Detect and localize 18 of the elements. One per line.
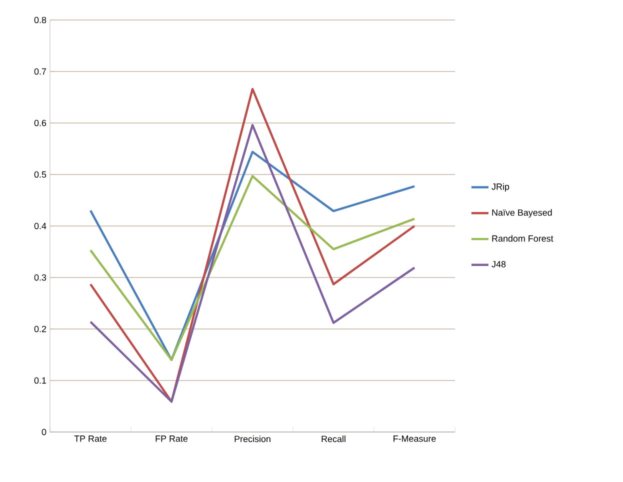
y-tick-label: 0.4	[34, 222, 46, 230]
y-tick-label: 0.8	[34, 16, 46, 24]
y-tick-label: 0.5	[34, 171, 46, 178]
legend-label: Random Forest	[492, 235, 554, 242]
y-tick-label: 0.3	[34, 274, 46, 281]
x-tick-label: F-Measure	[394, 436, 436, 442]
legend-label: Naïve Bayesed	[492, 209, 552, 218]
legend-label: JRip	[492, 183, 510, 192]
x-tick-label: Recall	[322, 436, 346, 442]
legend-label: J48	[492, 261, 506, 268]
y-tick-label: 0.6	[34, 120, 46, 126]
y-tick-label: 0.7	[34, 68, 46, 75]
x-tick-label: TP Rate	[74, 436, 107, 442]
y-tick-label: 0.2	[34, 326, 46, 332]
y-tick-label: 0.1	[34, 377, 46, 384]
x-tick-label: Precision	[234, 436, 270, 442]
x-tick-label: FP Rate	[156, 436, 188, 442]
y-tick-label: 0	[42, 428, 46, 436]
